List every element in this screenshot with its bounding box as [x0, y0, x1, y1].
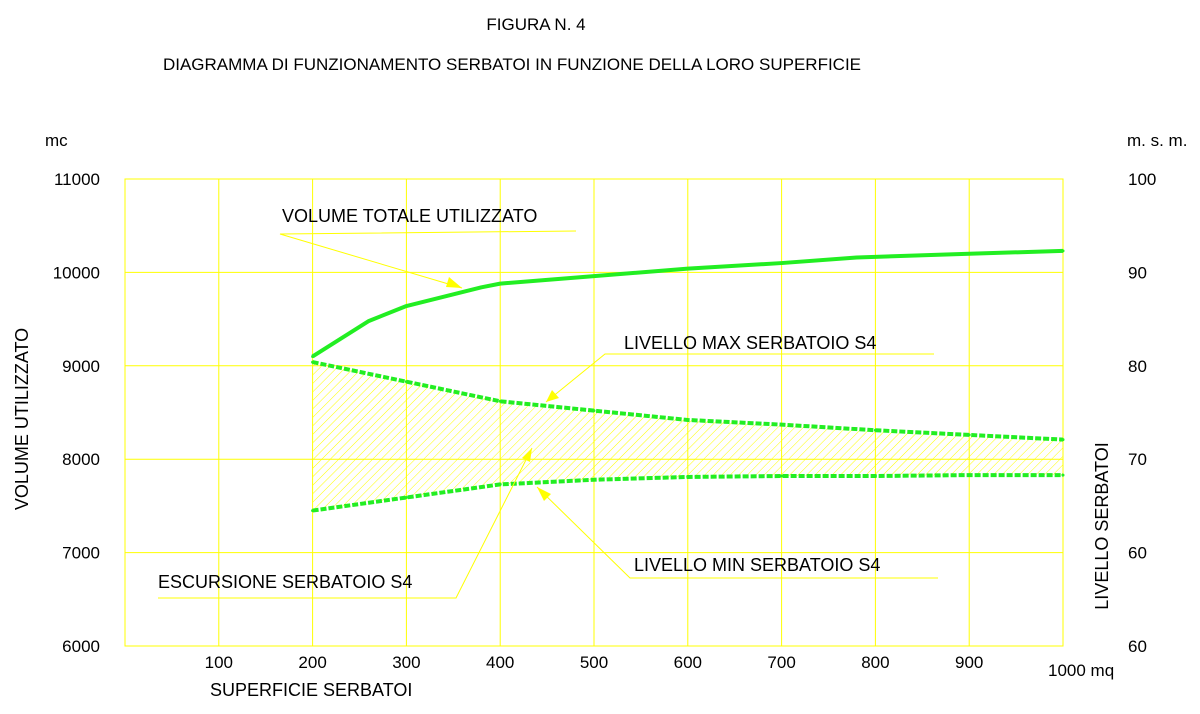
right-axis-label: LIVELLO SERBATOI: [1092, 442, 1112, 609]
series-0-point-0: [311, 354, 315, 358]
x-tick-label: 200: [298, 653, 326, 672]
right-tick-label: 70: [1128, 450, 1147, 469]
label-volume-totale: VOLUME TOTALE UTILIZZATO: [282, 206, 537, 226]
series-0-point-8: [855, 255, 859, 259]
right-axis-unit: m. s. m.: [1127, 131, 1187, 150]
leader-livello-max: [545, 353, 934, 403]
series-0-point-9: [967, 252, 971, 256]
series-0-point-5: [592, 274, 596, 278]
arrowhead-livello-max: [546, 390, 559, 402]
figure-label: FIGURA N. 4: [486, 15, 585, 34]
x-tick-label: 500: [580, 653, 608, 672]
series-2-point-7: [967, 473, 971, 477]
leader-livello-min: [536, 486, 938, 579]
right-tick-label: 60: [1128, 637, 1147, 656]
series-layer: [311, 248, 1065, 513]
left-tick-label: 9000: [62, 357, 100, 376]
right-tick-label: 90: [1128, 263, 1147, 282]
x-tick-label: 300: [392, 653, 420, 672]
series-2-point-3: [592, 478, 596, 482]
leader-volume-totale: [279, 230, 577, 289]
series-0-point-7: [780, 261, 784, 265]
series-0-point-4: [498, 282, 502, 286]
left-axis-label: VOLUME UTILIZZATO: [12, 328, 32, 510]
right-tick-label: 60: [1128, 544, 1147, 563]
series-2-point-2: [498, 482, 502, 486]
right-tick-label: 100: [1128, 170, 1156, 189]
series-2-point-0: [311, 509, 315, 513]
x-tick-label: 700: [767, 653, 795, 672]
series-2-point-5: [780, 474, 784, 478]
series-0-point-3: [479, 285, 483, 289]
series-1-point-3: [592, 409, 596, 413]
x-tick-label: 400: [486, 653, 514, 672]
series-2-point-8: [1061, 473, 1065, 477]
series-2-point-1: [404, 495, 408, 499]
series-1-point-1: [404, 380, 408, 384]
arrowhead-escursione: [522, 448, 532, 462]
arrowhead-livello-min: [537, 487, 551, 501]
series-0-point-10: [1061, 249, 1065, 253]
x-tick-label: 600: [674, 653, 702, 672]
left-axis-unit: mc: [45, 131, 68, 150]
arrowhead-volume-totale: [446, 277, 462, 288]
right-tick-label: 80: [1128, 357, 1147, 376]
x-axis-ticks: 100 200 300 400 500 600 700 800 900: [205, 653, 984, 672]
series-1-point-4: [686, 418, 690, 422]
annotation-arrowheads: [446, 277, 559, 501]
series-0-point-1: [367, 319, 371, 323]
series-1-point-2: [498, 399, 502, 403]
label-livello-max: LIVELLO MAX SERBATOIO S4: [624, 333, 876, 353]
x-tick-label: 100: [205, 653, 233, 672]
series-2-point-4: [686, 475, 690, 479]
left-axis-ticks: 6000 7000 8000 9000 10000 11000: [53, 170, 100, 656]
left-tick-label: 6000: [62, 637, 100, 656]
x-axis-unit: 1000 mq: [1048, 661, 1114, 680]
left-tick-label: 8000: [62, 450, 100, 469]
series-0-point-6: [686, 267, 690, 271]
series-1-point-7: [967, 433, 971, 437]
label-livello-min: LIVELLO MIN SERBATOIO S4: [634, 555, 880, 575]
series-1-point-0: [311, 360, 315, 364]
annotation-leaders: [158, 230, 938, 599]
right-axis-ticks: 60 60 70 80 90 100: [1128, 170, 1156, 656]
chart-title: DIAGRAMMA DI FUNZIONAMENTO SERBATOI IN F…: [163, 55, 861, 74]
left-tick-label: 11000: [54, 170, 100, 189]
excursion-band: [312, 362, 1064, 511]
series-2-point-6: [873, 474, 877, 478]
label-escursione: ESCURSIONE SERBATOIO S4: [158, 572, 412, 592]
x-tick-label: 800: [861, 653, 889, 672]
leader-escursione: [158, 447, 533, 599]
left-tick-label: 7000: [62, 544, 100, 563]
series-1-point-8: [1061, 438, 1065, 442]
x-tick-label: 900: [955, 653, 983, 672]
left-tick-label: 10000: [53, 263, 100, 282]
series-1-point-5: [780, 423, 784, 427]
series-1-point-6: [873, 428, 877, 432]
x-axis-label: SUPERFICIE SERBATOI: [210, 680, 412, 700]
series-0-point-2: [404, 304, 408, 308]
